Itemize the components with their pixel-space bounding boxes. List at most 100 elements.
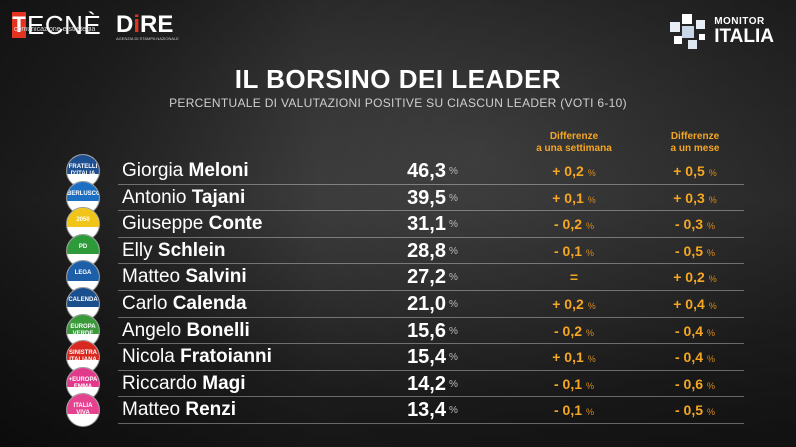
- party-logo-band: [67, 341, 99, 361]
- diff-month-unit: %: [708, 274, 717, 285]
- approval-unit: %: [449, 352, 458, 364]
- leader-first-name: Angelo: [122, 319, 182, 341]
- leader-first-name: Riccardo: [122, 372, 197, 394]
- party-logo-band: [67, 394, 99, 414]
- diff-month-cell: + 0,4%: [640, 291, 750, 319]
- diff-week-cell: + 0,1%: [519, 344, 629, 372]
- leader-last-name: Meloni: [188, 160, 249, 181]
- diff-month-value: + 0,2: [673, 269, 705, 286]
- leader-first-name: Elly: [122, 239, 153, 261]
- column-header-week-line1: Differenze: [549, 131, 599, 142]
- leader-first-name: Matteo: [122, 399, 181, 421]
- diff-month-unit: %: [708, 194, 717, 205]
- tecne-logo-word: ECNÈ: [27, 10, 102, 40]
- dire-logo-i: i: [133, 11, 141, 38]
- party-logo-text: EUROPA VERDE: [70, 323, 96, 337]
- diff-month-cell: + 0,5%: [640, 158, 750, 186]
- diff-month-cell: - 0,5%: [640, 238, 750, 266]
- diff-week-cell: + 0,2%: [519, 291, 629, 319]
- approval-value: 27,2: [407, 266, 446, 289]
- diff-month-cell: - 0,5%: [640, 397, 750, 425]
- diff-week-value: - 0,1: [553, 242, 582, 259]
- column-header-week: Differenze a una settimana: [519, 131, 629, 155]
- diff-month-cell: - 0,4%: [640, 318, 750, 346]
- diff-week-cell: - 0,1%: [519, 238, 629, 266]
- diff-week-value: - 0,1: [553, 402, 582, 419]
- party-logo-text: LEGA: [74, 270, 92, 277]
- monitor-label: MONITOR: [714, 16, 765, 27]
- diff-month-unit: %: [707, 327, 716, 338]
- approval-unit: %: [449, 192, 458, 204]
- diff-month-cell: - 0,3%: [640, 211, 750, 239]
- table-row: CALENDA Carlo Calenda 21,0% + 0,2% + 0,4%: [64, 286, 744, 321]
- approval-unit: %: [449, 245, 458, 257]
- diff-month-value: + 0,5: [673, 163, 705, 179]
- leader-name: Giuseppe Conte: [122, 211, 262, 237]
- party-logo-text: ITALIA VIVA: [73, 403, 93, 417]
- diff-week-value: + 0,1: [552, 189, 584, 206]
- leader-last-name: Tajani: [191, 186, 246, 208]
- leader-last-name: Fratoianni: [180, 346, 272, 368]
- diff-week-cell: + 0,2%: [519, 158, 629, 186]
- party-logo-text: 2050: [76, 217, 90, 224]
- party-logo-band: [67, 287, 99, 308]
- diff-month-cell: + 0,2%: [640, 264, 750, 292]
- approval-value: 15,4: [407, 346, 446, 369]
- approval-unit: %: [449, 405, 458, 417]
- table-row: ITALIA VIVA Matteo Renzi 13,4% - 0,1% - 0,5%: [64, 393, 744, 428]
- diff-week-value: - 0,1: [553, 375, 582, 392]
- diff-month-cell: - 0,6%: [640, 371, 750, 399]
- party-logo-text: BERLUSCONI: [67, 190, 99, 197]
- diff-month-unit: %: [707, 407, 716, 418]
- diff-month-value: - 0,3: [674, 216, 703, 233]
- chart-title: IL BORSINO DEI LEADER: [234, 64, 562, 94]
- column-header-month-line2: a un mese: [670, 143, 720, 154]
- dire-logo: DiRE: [116, 12, 173, 38]
- party-logo-band: [67, 261, 99, 281]
- table-row: 2050 Giuseppe Conte 31,1% - 0,2% - 0,3%: [64, 207, 744, 242]
- party-logo-band: [67, 234, 99, 254]
- approval-unit: %: [449, 272, 458, 284]
- diff-week-value: + 0,2: [552, 163, 584, 179]
- table-row: EUROPA VERDE Angelo Bonelli 15,6% - 0,2% - 0…: [64, 313, 744, 348]
- leader-name: Carlo Calenda: [122, 291, 247, 317]
- approval-value: 21,0: [407, 292, 446, 315]
- leader-last-name: Conte: [208, 213, 263, 235]
- table-row: LEGA Matteo Salvini 27,2% = + 0,2%: [64, 260, 744, 295]
- party-logo-icon: ITALIA VIVA: [66, 393, 100, 428]
- table-row: FRATELLI D'ITALIA GIORGIA MELONIGiorgia …: [64, 154, 744, 188]
- tecne-logo: T ECNÈ: [12, 12, 101, 38]
- leader-name: Matteo Salvini: [122, 264, 247, 290]
- diff-week-cell: - 0,2%: [519, 211, 629, 239]
- column-header-month: Differenze a un mese: [640, 131, 750, 155]
- leader-first-name: Matteo: [122, 266, 181, 288]
- leader-last-name: Salvini: [185, 266, 247, 288]
- diff-week-unit: %: [587, 354, 596, 365]
- diff-week-unit: %: [586, 221, 595, 232]
- leader-last-name: Calenda: [172, 292, 247, 314]
- party-logo-band: [67, 367, 99, 387]
- cubes-icon: [670, 14, 706, 49]
- leader-first-name: Giuseppe: [122, 213, 204, 235]
- party-logo-text: CALENDA: [68, 296, 98, 303]
- chart-subtitle: PERCENTUALE DI VALUTAZIONI POSITIVE SU C…: [169, 96, 627, 110]
- party-logo-band: [67, 181, 99, 201]
- diff-week-unit: %: [587, 300, 596, 311]
- diff-month-unit: %: [708, 300, 717, 311]
- diff-month-cell: + 0,3%: [640, 185, 750, 213]
- approval-value: 28,8: [407, 239, 446, 262]
- diff-month-unit: %: [707, 354, 716, 365]
- column-header-month-line1: Differenze: [670, 131, 720, 142]
- party-logo-band: [67, 208, 99, 228]
- diff-week-value: + 0,2: [552, 295, 584, 312]
- approval-unit: %: [449, 219, 458, 231]
- diff-week-unit: %: [586, 407, 595, 418]
- dire-logo-re: RE: [140, 11, 174, 38]
- diff-week-cell: - 0,1%: [519, 371, 629, 399]
- diff-month-unit: %: [707, 247, 716, 258]
- dire-logo-d: D: [116, 11, 134, 38]
- leader-name: Angelo Bonelli: [122, 318, 250, 344]
- diff-month-value: - 0,6: [674, 375, 703, 392]
